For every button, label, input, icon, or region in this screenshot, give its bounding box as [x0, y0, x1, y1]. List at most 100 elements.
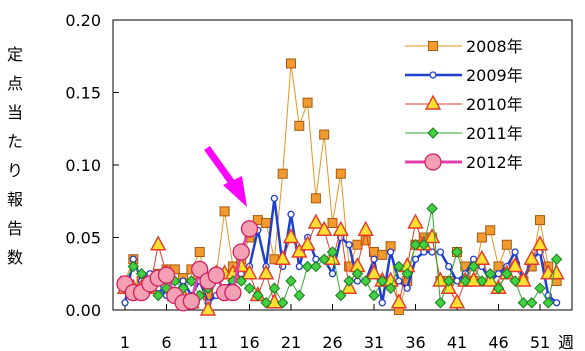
- data-point: [465, 271, 482, 287]
- data-point: [326, 246, 339, 258]
- data-point: [525, 297, 538, 309]
- data-point: [302, 97, 313, 108]
- data-point: [365, 264, 383, 280]
- data-point: [351, 268, 364, 280]
- data-point: [316, 220, 333, 236]
- data-point: [219, 206, 230, 217]
- data-point: [274, 249, 291, 265]
- x-tick-label: 46: [488, 333, 508, 351]
- data-point: [390, 293, 408, 309]
- data-point: [235, 275, 247, 287]
- data-point: [232, 243, 250, 261]
- data-point: [445, 262, 453, 271]
- data-point: [501, 268, 513, 280]
- data-point: [476, 232, 487, 243]
- x-tick-label: 26: [322, 333, 342, 351]
- data-point: [207, 266, 225, 284]
- data-point: [409, 239, 422, 251]
- data-point: [384, 282, 397, 294]
- data-point: [393, 260, 405, 273]
- data-point: [287, 210, 295, 218]
- data-point: [534, 282, 546, 294]
- data-point: [121, 299, 129, 307]
- x-tick-label: 21: [281, 333, 301, 351]
- data-point: [301, 260, 314, 273]
- data-point: [182, 292, 201, 310]
- data-point: [523, 249, 540, 265]
- legend-label: 2008年: [466, 37, 523, 56]
- x-tick-label: 1: [120, 333, 130, 351]
- data-point: [294, 120, 305, 131]
- data-point: [517, 297, 530, 309]
- data-point: [484, 268, 496, 280]
- legend-label: 2011年: [466, 124, 523, 143]
- data-point: [501, 239, 512, 250]
- data-point: [378, 299, 386, 307]
- data-point: [357, 220, 374, 236]
- data-point: [295, 262, 303, 271]
- series-group: [116, 58, 565, 316]
- data-point: [423, 228, 441, 244]
- data-point: [328, 270, 337, 278]
- data-point: [224, 283, 242, 302]
- data-point: [511, 248, 519, 256]
- x-tick-label: 11: [198, 333, 218, 351]
- x-tick-label: 41: [447, 333, 467, 351]
- data-point: [343, 275, 355, 287]
- data-point: [157, 266, 176, 284]
- data-point: [276, 297, 289, 309]
- x-tick-label: 6: [161, 333, 171, 351]
- data-point: [286, 58, 296, 69]
- x-tick-label: 36: [405, 333, 425, 351]
- data-point: [432, 271, 449, 287]
- y-axis-label: 定 点 当 た り 報 告 数: [0, 40, 30, 272]
- trend-arrow: [204, 145, 247, 207]
- y-axis-label-text: 定 点 当 た り 報 告 数: [6, 45, 23, 267]
- data-point: [268, 282, 281, 294]
- y-tick-label: 0.10: [65, 156, 101, 175]
- legend-label: 2010年: [466, 95, 523, 114]
- data-point: [442, 275, 455, 287]
- data-point: [376, 275, 389, 287]
- data-point: [535, 215, 545, 226]
- y-tick-label: 0.00: [65, 301, 101, 320]
- x-tick-label: 51: [530, 333, 550, 351]
- data-point: [241, 264, 258, 280]
- data-point: [403, 284, 411, 292]
- data-point: [318, 253, 330, 265]
- data-point: [509, 275, 521, 287]
- data-point: [352, 239, 363, 250]
- data-point: [335, 168, 346, 179]
- data-point: [319, 129, 330, 140]
- data-point: [359, 275, 372, 287]
- y-tick-label: 0.15: [65, 84, 101, 103]
- data-point: [467, 260, 480, 273]
- x-axis-unit-label: 週: [558, 333, 574, 351]
- data-point: [377, 249, 388, 260]
- data-point: [395, 277, 403, 285]
- data-point: [277, 168, 288, 179]
- data-point: [261, 218, 272, 228]
- data-point: [327, 218, 338, 228]
- legend-label: 2012年: [466, 153, 523, 172]
- data-point: [345, 241, 353, 249]
- data-point: [515, 271, 532, 287]
- legend-marker: [424, 153, 442, 171]
- data-point: [552, 299, 561, 307]
- data-point: [492, 282, 505, 294]
- data-point: [451, 246, 463, 258]
- arrow-head: [223, 176, 247, 207]
- data-point: [291, 242, 308, 258]
- data-point: [324, 249, 341, 265]
- legend-marker: [429, 71, 437, 79]
- data-point: [282, 228, 300, 244]
- data-point: [185, 275, 198, 287]
- data-point: [506, 257, 524, 273]
- data-point: [436, 248, 445, 256]
- data-point: [152, 289, 164, 302]
- legend-marker: [424, 94, 442, 110]
- data-point: [191, 260, 209, 279]
- data-point: [299, 235, 316, 251]
- data-point: [418, 239, 430, 251]
- data-point: [485, 225, 496, 236]
